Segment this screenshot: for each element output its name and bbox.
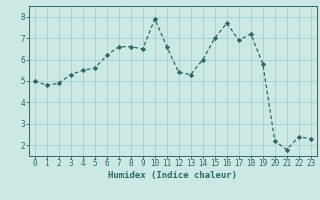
X-axis label: Humidex (Indice chaleur): Humidex (Indice chaleur) xyxy=(108,171,237,180)
